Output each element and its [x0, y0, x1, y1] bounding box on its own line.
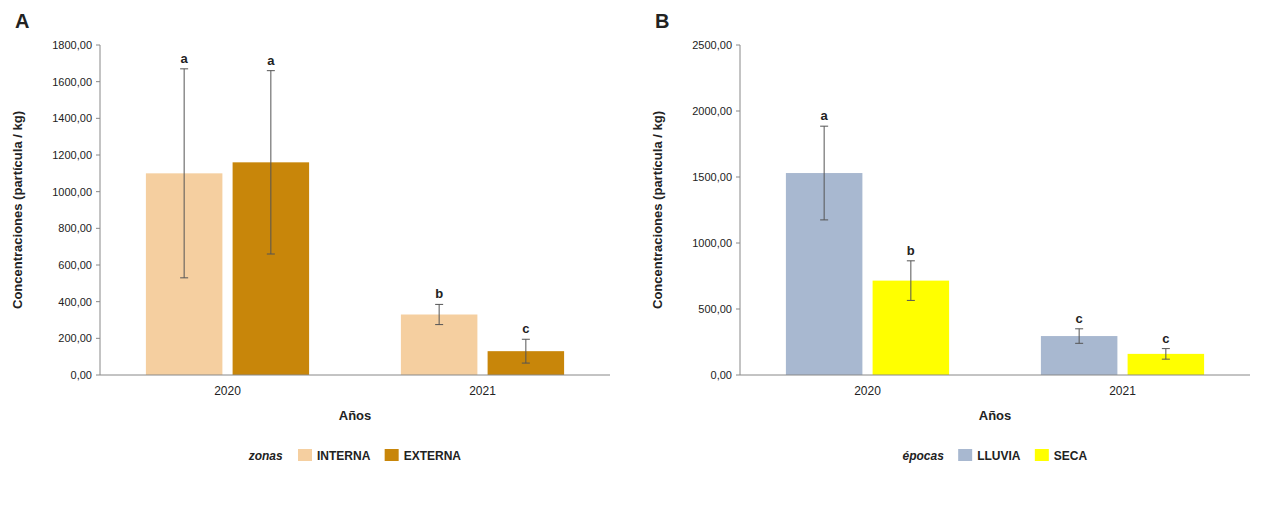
y-tick-label: 1200,00: [52, 149, 92, 161]
legend: zonas INTERNA EXTERNA: [248, 449, 462, 463]
y-tick-label: 1000,00: [692, 237, 732, 249]
annotation-letter: c: [1162, 331, 1169, 346]
y-tick-label: 1800,00: [52, 39, 92, 51]
annotation-letter: a: [821, 108, 829, 123]
y-tick-label: 1500,00: [692, 171, 732, 183]
y-tick: [96, 301, 100, 302]
annotation-letter: b: [435, 286, 443, 301]
y-tick-label: 0,00: [711, 369, 732, 381]
error-bar: [1162, 349, 1170, 360]
x-tick-label: 2020: [214, 384, 241, 398]
y-tick: [96, 338, 100, 339]
y-tick-label: 2000,00: [692, 105, 732, 117]
legend: épocas LLUVIA SECA: [902, 449, 1087, 463]
legend-swatch: [298, 449, 312, 461]
y-tick: [736, 375, 740, 376]
panel: B 0,00 500,00 1000,00 1500,00 2000,00 2500,00 C…: [650, 10, 1250, 463]
error-bar: [907, 261, 915, 301]
panel-title: B: [655, 10, 669, 32]
legend-swatch: [385, 449, 399, 461]
y-tick-label: 1000,00: [52, 186, 92, 198]
y-tick-label: 2500,00: [692, 39, 732, 51]
error-bar: [1075, 329, 1083, 344]
y-tick-label: 400,00: [58, 296, 92, 308]
annotation-letter: a: [267, 53, 275, 68]
panel: A 0,00 200,00 400,00 600,00 800,00 1000,00 1200…: [10, 10, 610, 463]
annotation-letter: a: [181, 51, 189, 66]
plot-area: [146, 69, 564, 375]
error-bar: [820, 126, 828, 220]
annotation-letter: c: [1076, 311, 1083, 326]
x-axis-label: Años: [339, 408, 372, 423]
legend-swatch: [1035, 449, 1049, 461]
x-tick-label: 2020: [854, 384, 881, 398]
error-bar: [435, 304, 443, 324]
y-tick: [96, 155, 100, 156]
legend-title: zonas: [248, 449, 283, 463]
y-axis-label: Concentraciones (partícula / kg): [10, 111, 25, 309]
y-tick: [96, 81, 100, 82]
x-axis: [740, 375, 1250, 376]
x-tick-label: 2021: [1109, 384, 1136, 398]
y-tick: [96, 375, 100, 376]
legend-label: LLUVIA: [977, 449, 1021, 463]
annotation-letter: b: [907, 243, 915, 258]
x-axis: [100, 375, 610, 376]
y-axis-label: Concentraciones (partícula / kg): [650, 111, 665, 309]
y-axis: [100, 45, 101, 375]
legend-label: INTERNA: [317, 449, 371, 463]
error-bar: [267, 71, 275, 254]
y-tick-label: 500,00: [698, 303, 732, 315]
x-axis-label: Años: [979, 408, 1012, 423]
annotation-letter: c: [522, 321, 529, 336]
error-bar: [522, 339, 530, 363]
y-tick: [96, 45, 100, 46]
legend-label: SECA: [1054, 449, 1088, 463]
legend-label: EXTERNA: [404, 449, 462, 463]
x-tick-label: 2021: [469, 384, 496, 398]
y-tick: [736, 309, 740, 310]
legend-swatch: [958, 449, 972, 461]
y-tick-label: 200,00: [58, 332, 92, 344]
figure: A 0,00 200,00 400,00 600,00 800,00 1000,00 1200…: [0, 0, 1280, 509]
y-tick: [96, 118, 100, 119]
y-tick-label: 800,00: [58, 222, 92, 234]
y-tick: [96, 191, 100, 192]
y-tick: [736, 45, 740, 46]
y-tick-label: 1400,00: [52, 112, 92, 124]
y-tick-label: 600,00: [58, 259, 92, 271]
error-bar: [180, 69, 188, 278]
plot-area: [786, 126, 1204, 375]
y-tick-label: 1600,00: [52, 76, 92, 88]
legend-title: épocas: [902, 449, 944, 463]
y-tick-label: 0,00: [71, 369, 92, 381]
y-tick: [736, 177, 740, 178]
y-tick: [96, 265, 100, 266]
y-tick: [96, 228, 100, 229]
y-tick: [736, 111, 740, 112]
y-tick: [736, 243, 740, 244]
y-axis: [740, 45, 741, 375]
panel-title: A: [15, 10, 29, 32]
